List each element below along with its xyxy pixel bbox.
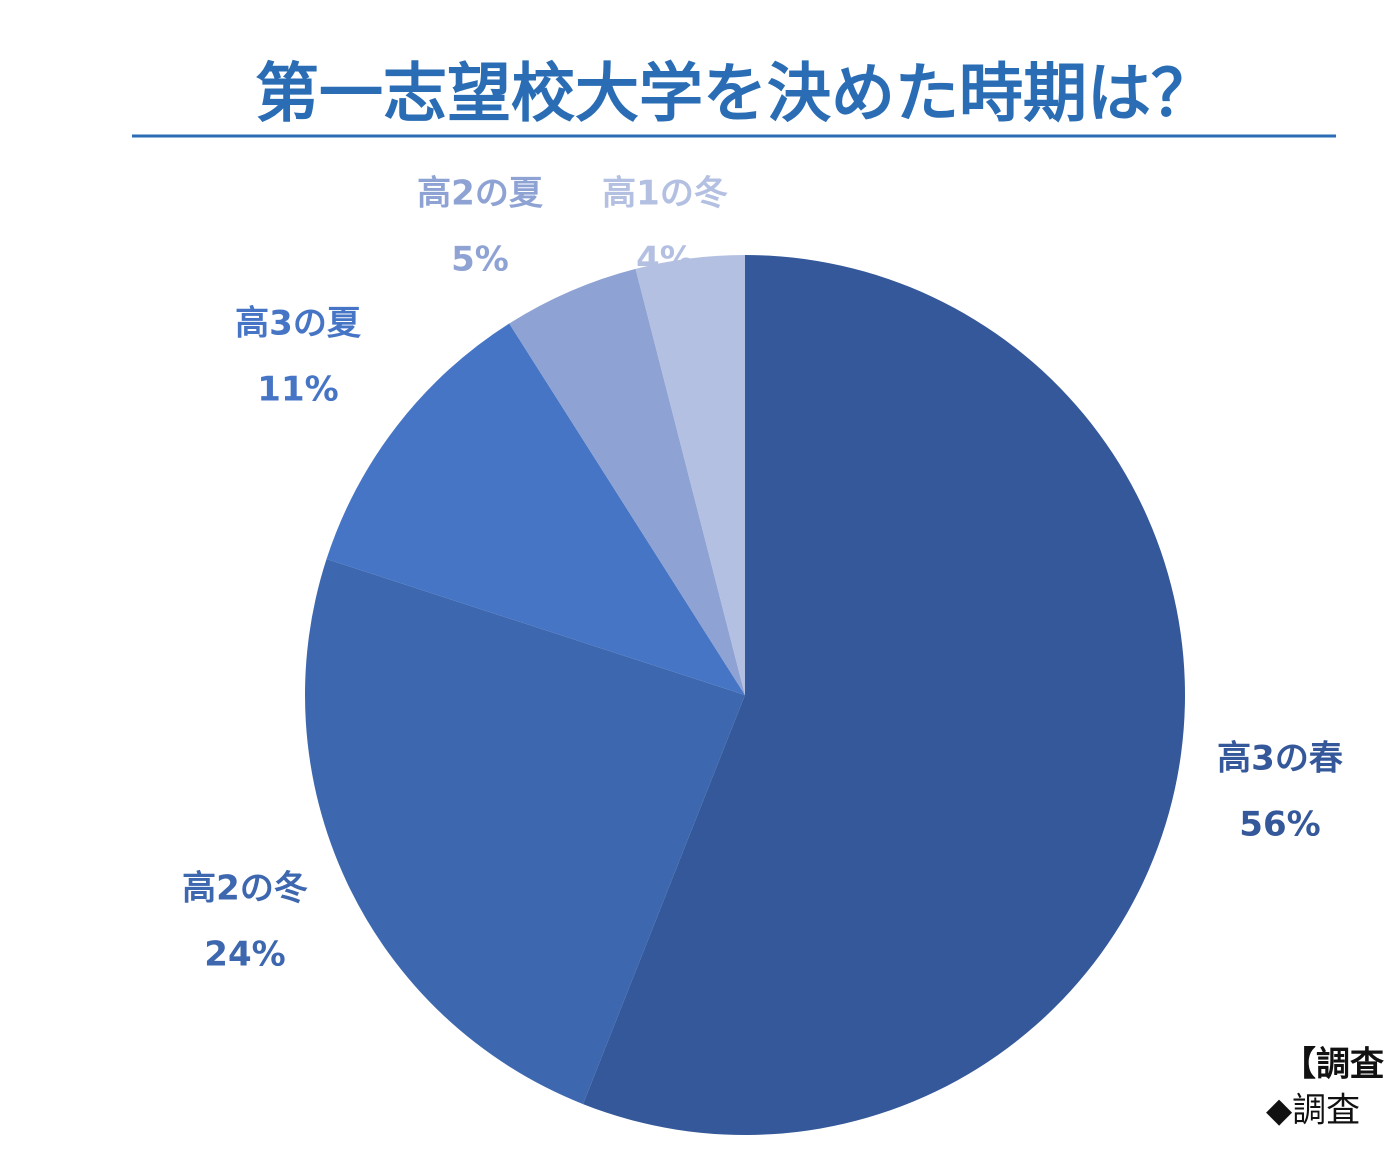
- category-label: 高3の夏: [235, 304, 362, 344]
- category-label: 高2の夏: [417, 174, 544, 214]
- category-label: 高2の冬: [182, 869, 308, 909]
- note: 【調査: [1282, 1045, 1384, 1085]
- pie-slice: [583, 255, 1185, 1135]
- category-label: 高1の冬: [602, 174, 728, 214]
- category-label: 高3の春: [1217, 739, 1343, 779]
- value-label: 56%: [1239, 805, 1320, 845]
- pie-slice: [305, 559, 745, 1105]
- pie-slice: [635, 255, 745, 695]
- pie-slice: [326, 323, 745, 695]
- value-label: 5%: [451, 240, 509, 280]
- value-label: 24%: [204, 935, 285, 975]
- value-label: 11%: [257, 370, 338, 410]
- pie-slice: [509, 268, 745, 695]
- chart-title: 第一志望校大学を決めた時期は？: [255, 58, 1215, 132]
- note: ◆調査: [1266, 1091, 1360, 1131]
